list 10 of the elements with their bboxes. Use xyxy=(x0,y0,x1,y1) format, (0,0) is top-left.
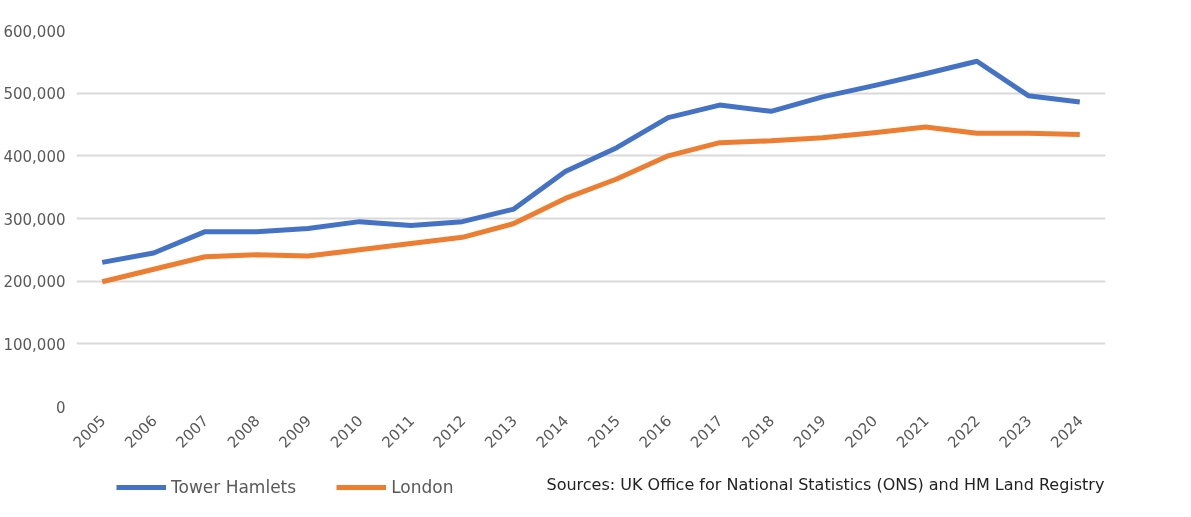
y-tick-label: 400,000 xyxy=(3,147,66,166)
legend-label: London xyxy=(391,477,454,497)
y-tick-label: 100,000 xyxy=(3,335,66,354)
y-tick-label: 300,000 xyxy=(3,210,66,229)
y-tick-label: 0 xyxy=(55,398,66,417)
y-tick-label: 500,000 xyxy=(3,85,66,104)
legend-label: Tower Hamlets xyxy=(171,477,297,497)
y-tick-label: 200,000 xyxy=(3,273,66,292)
source-note: Sources: UK Office for National Statistics (ONS) and HM Land Registry xyxy=(546,474,1105,494)
y-tick-label: 600,000 xyxy=(3,22,66,41)
